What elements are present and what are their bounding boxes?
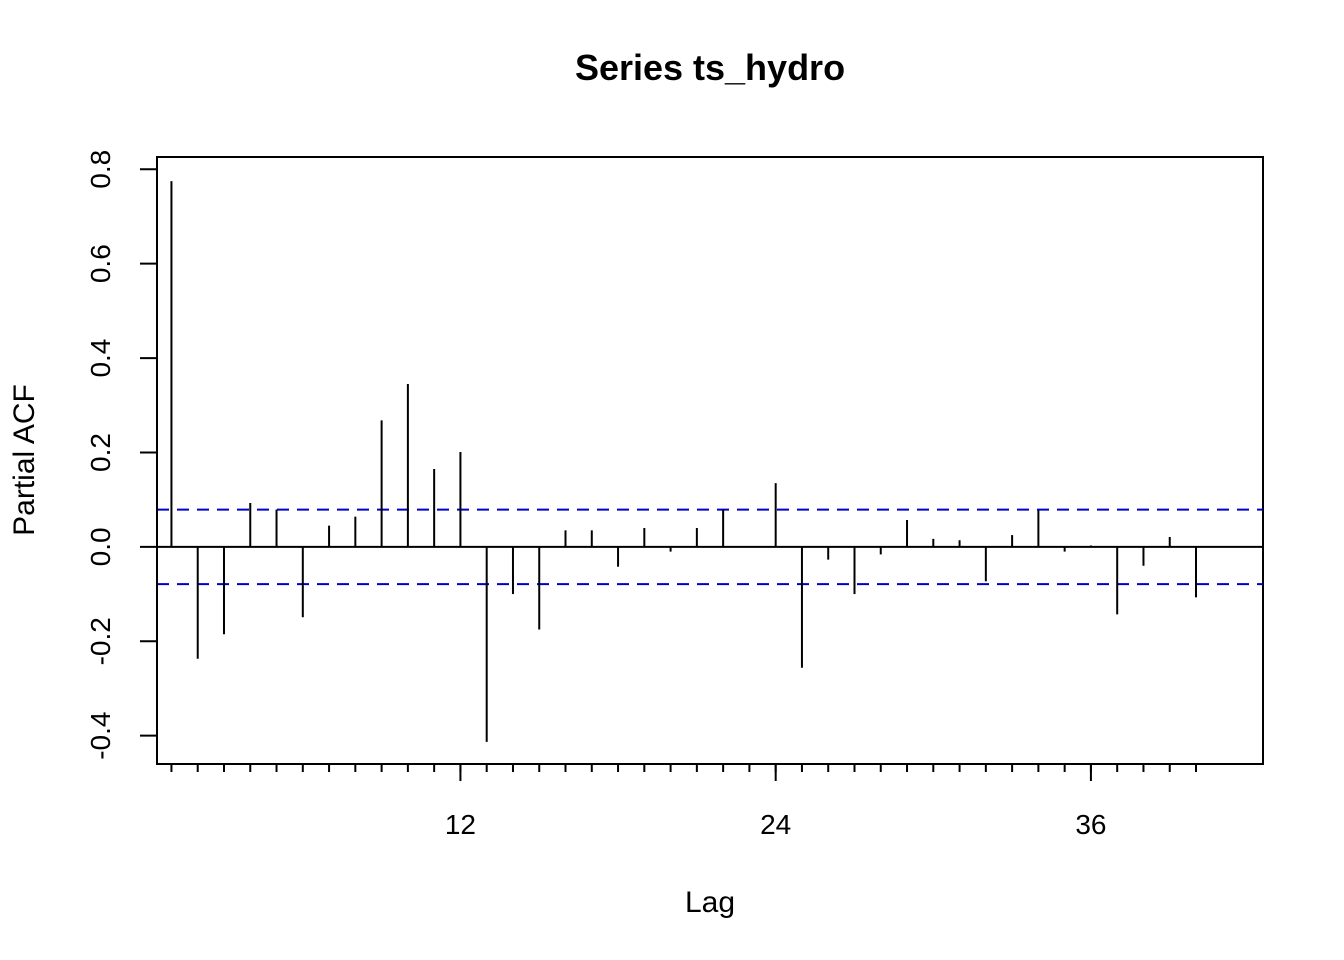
y-tick-label: 0.0: [85, 527, 116, 566]
y-tick-label: -0.4: [85, 712, 116, 760]
pacf-bars: [170, 181, 1198, 742]
x-axis: 12 24 36: [170, 764, 1198, 840]
y-axis: -0.4 -0.2 0.0 0.2 0.4 0.6 0.8: [85, 150, 158, 760]
plot-frame: [156, 156, 1264, 765]
x-tick-label: 36: [1075, 809, 1106, 840]
x-tick-label: 24: [760, 809, 791, 840]
x-tick-label: 12: [445, 809, 476, 840]
x-axis-label: Lag: [685, 886, 735, 919]
y-tick-label: 0.8: [85, 150, 116, 189]
y-tick-label: 0.6: [85, 244, 116, 283]
chart-title: Series ts_hydro: [575, 47, 845, 88]
confidence-bounds: [157, 508, 1263, 586]
y-axis-label: Partial ACF: [8, 384, 41, 536]
y-tick-label: -0.2: [85, 617, 116, 665]
y-tick-label: 0.4: [85, 339, 116, 378]
y-tick-label: 0.2: [85, 433, 116, 472]
